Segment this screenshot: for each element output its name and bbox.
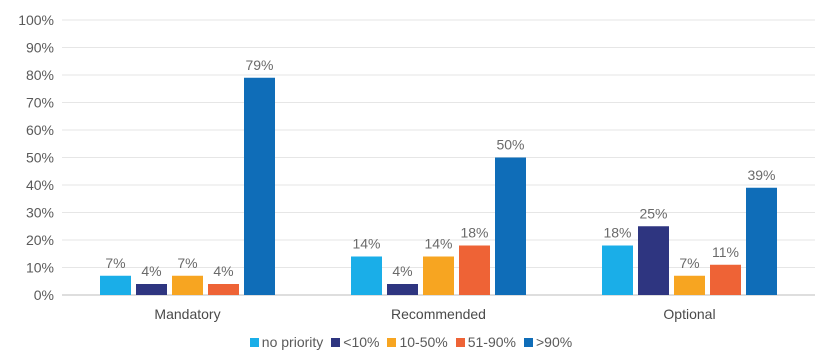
bar: [602, 245, 633, 295]
bar: [495, 157, 526, 295]
y-tick-label: 100%: [18, 12, 54, 28]
bar: [387, 284, 418, 295]
data-labels: 7% 4% 7% 4% 79% 14% 4% 14% 18% 50% 18% 25% 7% 11% 39%: [105, 57, 775, 279]
bar-chart: 0%10%20%30%40%50%60%70%80%90%100% 7%4%7%…: [18, 12, 815, 322]
data-label: 25%: [639, 205, 667, 221]
data-label: 7%: [679, 255, 699, 271]
data-label: 50%: [496, 137, 524, 153]
legend-label: 10-50%: [399, 334, 448, 350]
y-tick-label: 50%: [26, 150, 54, 166]
data-label: 4%: [141, 263, 161, 279]
y-tick-label: 10%: [26, 260, 54, 276]
x-category-label: Mandatory: [154, 306, 220, 322]
bar: [244, 77, 275, 295]
bar: [710, 264, 741, 295]
data-label: 14%: [424, 236, 452, 252]
legend-item: no priority: [249, 334, 324, 350]
bar: [459, 245, 490, 295]
data-label: 79%: [245, 57, 273, 73]
bar: [746, 187, 777, 295]
data-label: 4%: [213, 263, 233, 279]
legend: no priority <10% 10-50% 51-90% >90%: [0, 334, 822, 350]
legend-swatch: [387, 337, 397, 347]
data-label: 11%: [712, 244, 739, 260]
y-axis: 0% 10% 20% 30% 40% 50% 60% 70% 80% 90% 100%: [18, 12, 54, 303]
y-tick-label: 80%: [26, 67, 54, 83]
bars: [100, 77, 777, 295]
legend-item: 10-50%: [387, 334, 448, 350]
y-tick-label: 20%: [26, 232, 54, 248]
legend-label: <10%: [343, 334, 380, 350]
legend-item: >90%: [524, 334, 572, 350]
bar: [208, 284, 239, 295]
legend-swatch: [455, 337, 465, 347]
data-label: 7%: [105, 255, 125, 271]
data-label: 39%: [747, 167, 775, 183]
y-tick-label: 90%: [26, 40, 54, 56]
bar: [351, 256, 382, 295]
legend-label: 51-90%: [467, 334, 516, 350]
bar: [423, 256, 454, 295]
data-label: 14%: [352, 236, 380, 252]
legend-item: 51-90%: [455, 334, 516, 350]
data-label: 18%: [460, 225, 488, 241]
legend-swatch: [524, 337, 533, 347]
legend-label: >90%: [536, 334, 573, 350]
bar: [674, 275, 705, 295]
gridlines: [62, 19, 815, 296]
legend-label: no priority: [261, 334, 324, 350]
x-axis: Mandatory Recommended Optional: [154, 306, 715, 322]
legend-item: <10%: [331, 334, 379, 350]
bar: [136, 284, 167, 295]
x-category-label: Optional: [663, 306, 715, 322]
y-tick-label: 30%: [26, 205, 54, 221]
y-tick-label: 40%: [26, 177, 54, 193]
y-tick-label: 60%: [26, 122, 54, 138]
bar: [638, 226, 669, 295]
x-category-label: Recommended: [391, 306, 486, 322]
data-label: 4%: [392, 263, 412, 279]
legend-swatch: [331, 337, 341, 347]
y-tick-label: 0%: [34, 287, 54, 303]
bar: [100, 275, 131, 295]
data-label: 18%: [603, 225, 631, 241]
data-label: 7%: [177, 255, 197, 271]
bar: [172, 275, 203, 295]
legend-swatch: [249, 337, 259, 347]
y-tick-label: 70%: [26, 95, 54, 111]
